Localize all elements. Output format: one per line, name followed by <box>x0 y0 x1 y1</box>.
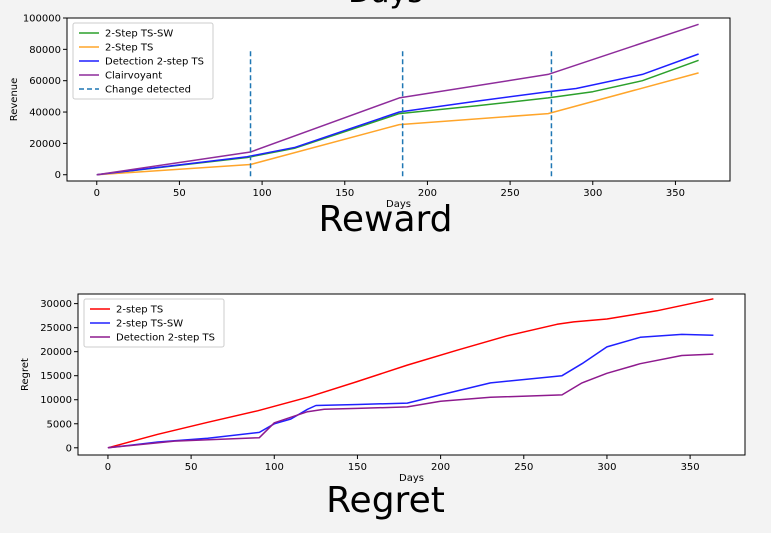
reward-series-clairvoyant <box>96 23 699 176</box>
regret-chart: 0 50 100 150 200 250 300 350 0 5000 10000 15000 2000… <box>0 285 771 485</box>
regret-x-tick-label: 100 <box>265 462 284 473</box>
reward-legend-label: 2-Step TS-SW <box>105 29 173 40</box>
reward-y-tick-label: 80000 <box>29 45 61 56</box>
reward-y-tick-label: 100000 <box>23 14 61 25</box>
reward-y-axis-label: Revenue <box>9 78 20 122</box>
regret-legend <box>83 298 225 348</box>
reward-legend-label: Clairvoyant <box>105 71 162 82</box>
regret-x-tick-label: 50 <box>185 462 198 473</box>
reward-legend <box>72 22 214 100</box>
regret-y-tick-label: 30000 <box>40 299 72 310</box>
regret-y-tick-label: 0 <box>66 443 72 454</box>
reward-x-axis-label: Days <box>386 199 411 210</box>
regret-y-tick-label: 5000 <box>47 419 72 430</box>
regret-legend-label: Detection 2-step TS <box>116 333 215 344</box>
regret-y-tick-label: 20000 <box>40 347 72 358</box>
regret-x-tick-label: 0 <box>105 462 111 473</box>
regret-y-axis-label: Regret <box>20 358 31 391</box>
reward-series-2-step-ts <box>96 72 699 176</box>
regret-series-detection-2-step-ts <box>107 353 714 449</box>
reward-x-tick-label: 300 <box>583 188 602 199</box>
reward-x-tick-label: 100 <box>253 188 272 199</box>
page-title: Days <box>0 0 771 8</box>
reward-x-tick-label: 200 <box>418 188 437 199</box>
reward-chart-svg: 0 50 100 150 200 250 300 350 0 20000 40000 60000 800… <box>9 14 731 210</box>
regret-y-tick-label: 15000 <box>40 371 72 382</box>
reward-x-tick-label: 150 <box>335 188 354 199</box>
reward-x-tick-label: 50 <box>173 188 186 199</box>
reward-y-tick-label: 40000 <box>29 108 61 119</box>
reward-y-tick-label: 20000 <box>29 139 61 150</box>
regret-chart-svg: 0 50 100 150 200 250 300 350 0 5000 10000 15000 2000… <box>20 293 746 484</box>
regret-legend-label: 2-step TS-SW <box>116 319 183 330</box>
reward-caption: Reward <box>318 199 453 240</box>
regret-x-tick-label: 300 <box>597 462 616 473</box>
reward-chart: 0 50 100 150 200 250 300 350 0 20000 40000 60000 800… <box>0 0 771 210</box>
reward-legend-label: 2-Step TS <box>105 43 153 54</box>
regret-series-2-step-ts-sw <box>107 333 714 449</box>
regret-x-tick-label: 250 <box>514 462 533 473</box>
regret-y-tick-label: 10000 <box>40 395 72 406</box>
reward-y-tick-label: 60000 <box>29 76 61 87</box>
regret-caption: Regret <box>326 480 445 521</box>
regret-y-tick-label: 25000 <box>40 323 72 334</box>
reward-x-tick-label: 350 <box>666 188 685 199</box>
regret-x-axis-label: Days <box>399 473 424 484</box>
reward-x-tick-label: 250 <box>501 188 520 199</box>
reward-y-tick-label: 0 <box>55 170 61 181</box>
reward-legend-label: Change detected <box>105 85 191 96</box>
reward-series-detection-2-step-ts <box>96 53 699 176</box>
reward-x-tick-label: 0 <box>94 188 100 199</box>
regret-x-tick-label: 200 <box>431 462 450 473</box>
regret-x-tick-label: 150 <box>348 462 367 473</box>
reward-legend-label: Detection 2-step TS <box>105 57 204 68</box>
regret-x-tick-label: 350 <box>681 462 700 473</box>
regret-legend-label: 2-step TS <box>116 305 163 316</box>
regret-series-2-step-ts <box>107 298 714 449</box>
reward-series-2-step-ts-sw <box>96 59 699 176</box>
